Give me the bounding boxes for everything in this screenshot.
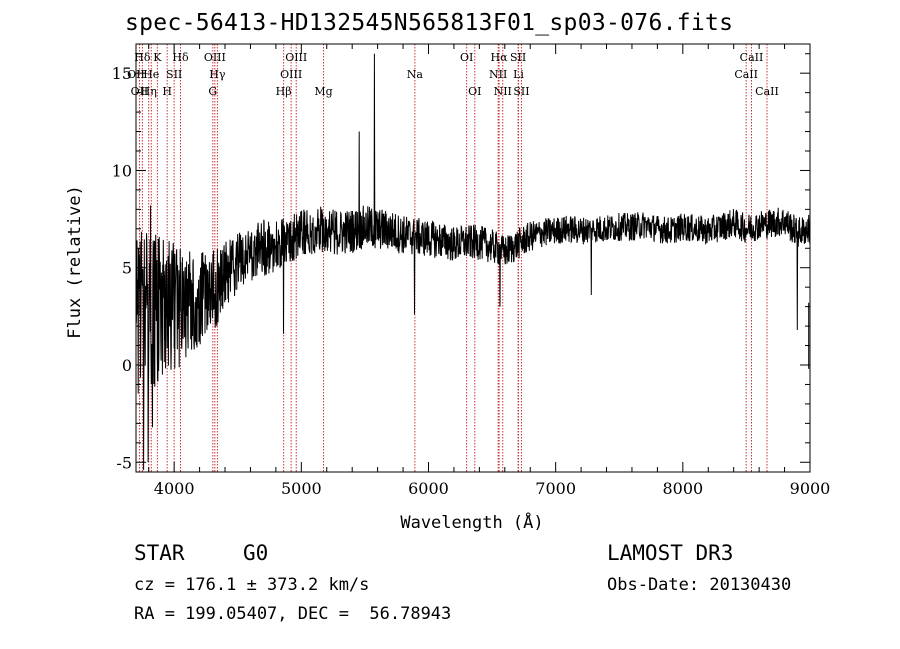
axes: 4000 5000 6000 7000 8000 9000 -5 0 5 10 15 bbox=[112, 43, 831, 498]
y-tick-label-0: -5 bbox=[116, 453, 132, 472]
line-label-11: SII bbox=[166, 68, 182, 81]
y-tick-label-4: 15 bbox=[112, 64, 132, 83]
line-label-26: SII bbox=[513, 85, 529, 98]
x-tick-label-1: 5000 bbox=[281, 479, 322, 498]
spectrum-line bbox=[135, 53, 811, 471]
line-label-2: Hδ bbox=[172, 51, 189, 64]
line-label-27: CaII bbox=[755, 85, 779, 98]
line-label-25: NII bbox=[494, 85, 512, 98]
line-label-21: G bbox=[208, 85, 217, 98]
coordinates: RA = 199.05407, DEC = 56.78943 bbox=[134, 604, 452, 624]
obs-date: Obs-Date: 20130430 bbox=[607, 575, 792, 595]
line-label-10: He bbox=[143, 68, 159, 81]
y-tick-label-2: 5 bbox=[122, 259, 132, 278]
line-label-13: OIII bbox=[280, 68, 302, 81]
object-subclass: G0 bbox=[243, 541, 269, 565]
x-tick-label-2: 6000 bbox=[408, 479, 449, 498]
y-tick-label-1: 0 bbox=[122, 356, 132, 375]
survey-name: LAMOST DR3 bbox=[607, 541, 734, 565]
line-label-14: Na bbox=[407, 68, 424, 81]
line-label-4: OIII bbox=[285, 51, 307, 64]
line-label-15: NII bbox=[489, 68, 507, 81]
line-label-19: Hη bbox=[141, 85, 157, 98]
x-tick-label-0: 4000 bbox=[154, 479, 195, 498]
line-label-20: H bbox=[162, 85, 172, 98]
line-label-24: OI bbox=[468, 85, 481, 98]
line-label-1: K bbox=[153, 51, 162, 64]
line-label-3: OIII bbox=[204, 51, 226, 64]
line-label-23: Mg bbox=[314, 85, 332, 98]
y-axis-label: Flux (relative) bbox=[65, 185, 85, 339]
x-tick-label-5: 9000 bbox=[790, 479, 831, 498]
line-label-18: OII bbox=[131, 85, 149, 98]
line-label-8: CaII bbox=[740, 51, 764, 64]
redshift-cz: cz = 176.1 ± 373.2 km/s bbox=[134, 575, 370, 595]
chart-title: spec-56413-HD132545N565813F01_sp03-076.f… bbox=[125, 10, 734, 36]
line-label-6: Hα bbox=[491, 51, 509, 64]
plot-frame bbox=[135, 43, 811, 473]
line-label-5: OI bbox=[460, 51, 473, 64]
line-label-0: Hδ bbox=[134, 51, 151, 64]
y-tick-label-3: 10 bbox=[112, 161, 132, 180]
x-tick-label-4: 8000 bbox=[662, 479, 703, 498]
line-label-7: SII bbox=[510, 51, 526, 64]
object-class: STAR bbox=[134, 541, 185, 565]
line-label-22: Hβ bbox=[276, 85, 292, 98]
x-tick-label-3: 7000 bbox=[535, 479, 576, 498]
line-label-17: CaII bbox=[734, 68, 758, 81]
line-label-16: Li bbox=[513, 68, 524, 81]
line-label-12: Hγ bbox=[209, 68, 226, 81]
x-axis-label: Wavelength (Å) bbox=[400, 511, 543, 533]
